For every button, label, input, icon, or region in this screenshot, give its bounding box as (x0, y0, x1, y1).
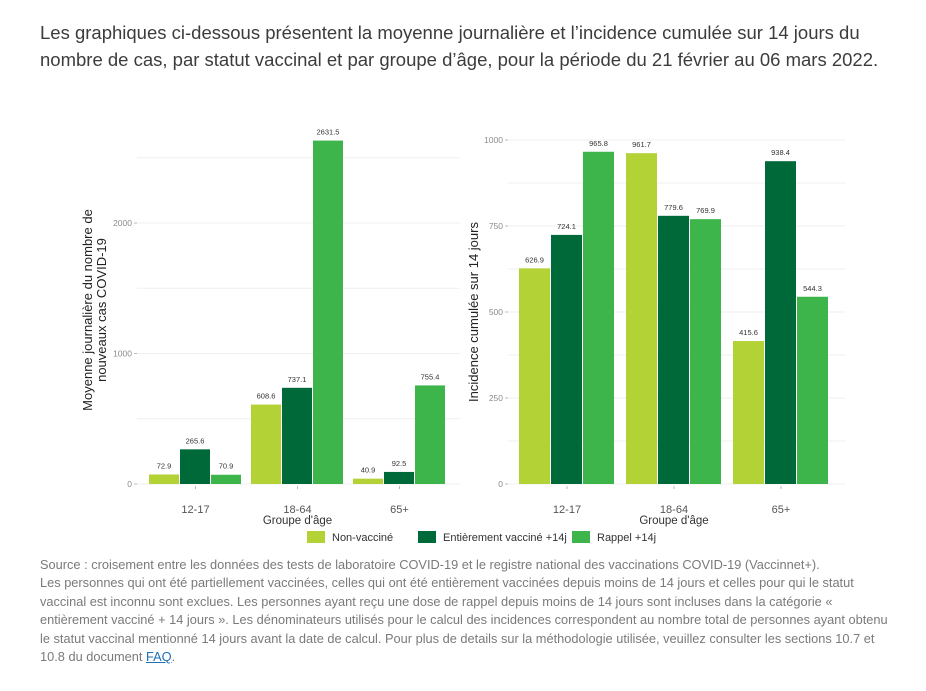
bar-value-label: 965.8 (589, 139, 608, 148)
legend-label: Rappel +14j (597, 532, 656, 544)
x-axis-title: Groupe d'âge (639, 515, 708, 527)
x-tick-label: 18-64 (660, 504, 688, 516)
x-tick-label: 65+ (390, 504, 409, 516)
bar-value-label: 544.3 (803, 284, 822, 293)
bar (626, 153, 657, 484)
bar (282, 387, 312, 484)
x-tick-label: 65+ (772, 504, 791, 516)
x-tick-label: 12-17 (553, 504, 581, 516)
bar-value-label: 938.4 (771, 148, 790, 157)
bar (551, 234, 582, 484)
cumulative-incidence-chart: 0 250 500 750 1000 Incidence cumulée sur 14 j… (466, 135, 845, 527)
bar (251, 404, 281, 484)
bar (765, 161, 796, 484)
bar-value-label: 70.9 (219, 462, 234, 471)
bar-value-label: 737.1 (288, 375, 307, 384)
bar-value-label: 724.1 (557, 222, 576, 231)
bar-value-label: 779.6 (664, 203, 683, 212)
bar-value-label: 769.9 (696, 206, 715, 215)
bar-value-label: 626.9 (525, 255, 544, 264)
y-tick-label: 0 (127, 479, 132, 489)
y-tick-label: 1000 (484, 135, 503, 145)
bar (797, 296, 828, 484)
daily-average-chart: 0 1000 2000 Moyenne journalière du nombre d… (80, 128, 460, 527)
bar (733, 341, 764, 484)
y-tick-label: 0 (498, 479, 503, 489)
faq-link[interactable]: FAQ (146, 649, 172, 665)
x-axis-title: Groupe d'âge (263, 515, 332, 527)
bar-value-label: 265.6 (186, 436, 205, 445)
legend-swatch (418, 531, 436, 543)
y-axis-title: Moyenne journalière du nombre de (80, 209, 95, 411)
bar (313, 140, 343, 485)
bar (353, 478, 383, 484)
legend-label: Entièrement vacciné +14j (443, 532, 567, 544)
bar (180, 449, 210, 484)
charts-figure: 0 1000 2000 Moyenne journalière du nombre d… (80, 128, 845, 544)
y-tick-label: 1000 (113, 349, 132, 359)
y-tick-label: 500 (489, 307, 503, 317)
y-tick-label: 250 (489, 393, 503, 403)
bar-value-label: 608.6 (257, 392, 276, 401)
intro-paragraph: Les graphiques ci-dessous présentent la … (40, 22, 879, 70)
legend: Non-vacciné Entièrement vacciné +14j Rappe… (307, 531, 656, 544)
source-note: Source : croisement entre les données de… (40, 557, 820, 572)
bar (149, 474, 179, 484)
y-tick-label: 2000 (113, 218, 132, 228)
bar-value-label: 40.9 (361, 466, 376, 475)
bar-value-label: 415.6 (739, 328, 758, 337)
bar (690, 219, 721, 484)
bar-value-label: 961.7 (632, 140, 651, 149)
bar (658, 215, 689, 484)
bar-value-label: 92.5 (392, 459, 407, 468)
bar (415, 385, 445, 484)
y-axis-title: Incidence cumulée sur 14 jours (466, 222, 481, 402)
x-tick-label: 18-64 (283, 504, 311, 516)
legend-swatch (572, 531, 590, 543)
methodology-text: Les personnes qui ont été partiellement … (40, 575, 888, 665)
bar (384, 471, 414, 484)
note-end: . (171, 649, 176, 665)
bar (211, 474, 241, 484)
bar-value-label: 755.4 (421, 372, 440, 381)
bar-value-label: 72.9 (157, 461, 172, 470)
bar-value-label: 2631.5 (317, 128, 340, 137)
bar (583, 151, 614, 484)
y-tick-label: 750 (489, 221, 503, 231)
methodology-note: Les personnes qui ont été partiellement … (40, 574, 900, 666)
x-tick-label: 12-17 (181, 504, 209, 516)
notes: Source : croisement entre les données de… (40, 556, 900, 666)
legend-label: Non-vacciné (332, 532, 393, 544)
y-axis-title: nouveaux cas COVID-19 (94, 238, 109, 382)
bar (519, 268, 550, 484)
legend-swatch (307, 531, 325, 543)
